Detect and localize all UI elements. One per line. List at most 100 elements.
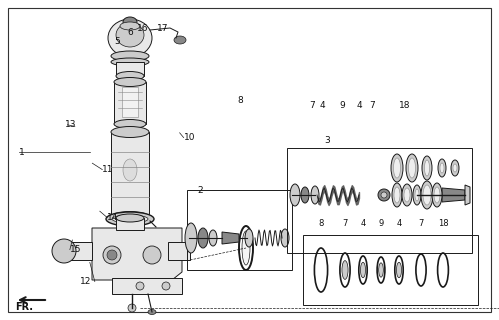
Ellipse shape	[242, 231, 250, 265]
Bar	[303, 235, 478, 305]
Ellipse shape	[301, 187, 309, 203]
Text: 14: 14	[107, 213, 119, 222]
Text: 2: 2	[197, 186, 203, 195]
Text: 7: 7	[418, 219, 424, 228]
Ellipse shape	[409, 158, 416, 178]
Text: 7: 7	[342, 219, 348, 228]
Text: 3: 3	[324, 136, 330, 145]
Polygon shape	[465, 185, 470, 205]
Polygon shape	[112, 278, 182, 294]
Bar	[114, 82, 146, 124]
Text: 4: 4	[396, 219, 402, 228]
Ellipse shape	[111, 58, 149, 66]
Ellipse shape	[379, 263, 383, 277]
Bar	[122, 87, 138, 117]
Ellipse shape	[440, 163, 444, 173]
Ellipse shape	[438, 159, 446, 177]
Ellipse shape	[116, 214, 144, 222]
Ellipse shape	[116, 23, 144, 47]
Text: 6: 6	[127, 28, 133, 36]
Text: 7: 7	[309, 101, 315, 110]
Ellipse shape	[415, 189, 419, 201]
Ellipse shape	[360, 262, 366, 278]
Ellipse shape	[108, 19, 152, 57]
Ellipse shape	[148, 309, 156, 315]
Ellipse shape	[111, 126, 149, 138]
Bar	[116, 62, 144, 76]
Text: 11: 11	[102, 165, 114, 174]
Text: 8: 8	[237, 96, 243, 105]
Text: 4: 4	[319, 101, 325, 110]
Bar	[187, 190, 292, 270]
Polygon shape	[92, 228, 182, 280]
Text: 10: 10	[184, 133, 195, 142]
Text: 16: 16	[137, 24, 149, 33]
Bar	[168, 242, 190, 260]
Ellipse shape	[198, 228, 208, 248]
Circle shape	[136, 282, 144, 290]
Ellipse shape	[174, 36, 186, 44]
Bar	[116, 218, 144, 230]
Ellipse shape	[123, 17, 137, 27]
Ellipse shape	[451, 160, 459, 176]
Ellipse shape	[342, 261, 348, 279]
Ellipse shape	[423, 185, 431, 205]
Bar	[287, 148, 472, 253]
Ellipse shape	[434, 187, 440, 203]
Ellipse shape	[422, 156, 432, 180]
Text: 7: 7	[369, 101, 375, 110]
Text: 4: 4	[360, 219, 366, 228]
Text: FR.: FR.	[15, 302, 33, 312]
Ellipse shape	[397, 262, 402, 278]
Circle shape	[128, 304, 136, 312]
Text: 9: 9	[378, 219, 384, 228]
Ellipse shape	[394, 158, 401, 178]
Text: 4: 4	[357, 101, 362, 110]
Polygon shape	[222, 232, 239, 244]
Ellipse shape	[404, 188, 410, 202]
Circle shape	[162, 282, 170, 290]
Polygon shape	[442, 188, 465, 202]
Text: 9: 9	[339, 101, 345, 110]
Ellipse shape	[413, 185, 421, 205]
Ellipse shape	[116, 71, 144, 81]
Ellipse shape	[120, 22, 140, 30]
Ellipse shape	[185, 223, 197, 253]
Circle shape	[378, 189, 390, 201]
Ellipse shape	[209, 230, 217, 246]
Text: 13: 13	[65, 120, 76, 129]
Bar	[68, 242, 92, 260]
Ellipse shape	[406, 154, 418, 182]
Ellipse shape	[421, 181, 433, 209]
Text: 8: 8	[318, 219, 324, 228]
Ellipse shape	[402, 184, 412, 206]
Ellipse shape	[103, 246, 121, 264]
Ellipse shape	[111, 212, 149, 222]
Text: 15: 15	[70, 245, 81, 254]
Ellipse shape	[311, 186, 319, 204]
Ellipse shape	[281, 229, 289, 247]
Circle shape	[52, 239, 76, 263]
Ellipse shape	[392, 183, 402, 207]
Ellipse shape	[394, 187, 400, 203]
Ellipse shape	[106, 212, 154, 226]
Ellipse shape	[425, 160, 430, 176]
Ellipse shape	[111, 51, 149, 61]
Ellipse shape	[245, 229, 253, 247]
Ellipse shape	[112, 215, 148, 223]
Ellipse shape	[123, 159, 137, 181]
Ellipse shape	[107, 250, 117, 260]
Text: 12: 12	[80, 277, 91, 286]
Text: 1: 1	[19, 148, 25, 156]
Ellipse shape	[391, 154, 403, 182]
Ellipse shape	[114, 119, 146, 129]
Ellipse shape	[143, 246, 161, 264]
Ellipse shape	[453, 164, 457, 172]
Text: 5: 5	[115, 37, 121, 46]
Ellipse shape	[432, 183, 442, 207]
Circle shape	[381, 192, 387, 198]
Text: 18: 18	[438, 219, 448, 228]
Text: 18: 18	[399, 101, 411, 110]
Ellipse shape	[290, 184, 300, 206]
Ellipse shape	[114, 77, 146, 86]
